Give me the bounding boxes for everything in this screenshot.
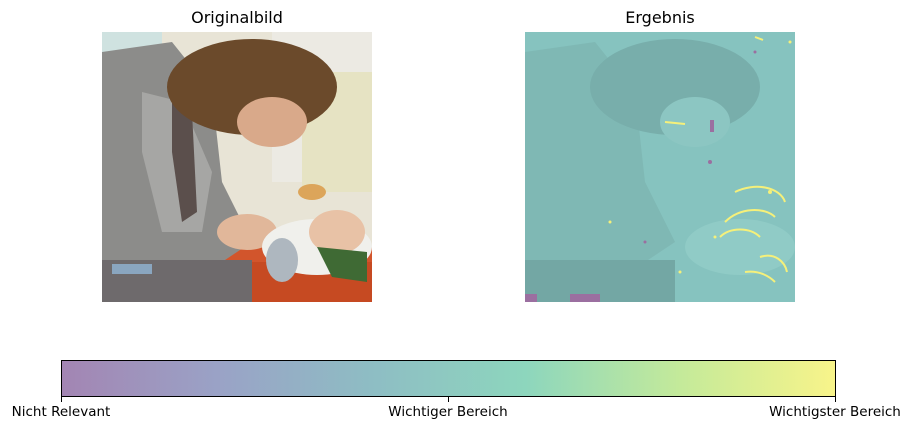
importance-colorbar xyxy=(61,360,836,397)
colorbar-label-not-relevant: Nicht Relevant xyxy=(11,404,111,420)
result-heatmap-image xyxy=(525,32,795,302)
colorbar-tick-0 xyxy=(61,397,62,402)
original-image-title: Originalbild xyxy=(191,8,283,27)
colorbar-label-most-important: Wichtigster Bereich xyxy=(769,404,901,420)
colorbar-tick-2 xyxy=(835,397,836,402)
original-image xyxy=(102,32,372,302)
result-image-title: Ergebnis xyxy=(625,8,695,27)
colorbar-label-important: Wichtiger Bereich xyxy=(388,404,508,420)
colorbar-tick-1 xyxy=(448,397,449,402)
